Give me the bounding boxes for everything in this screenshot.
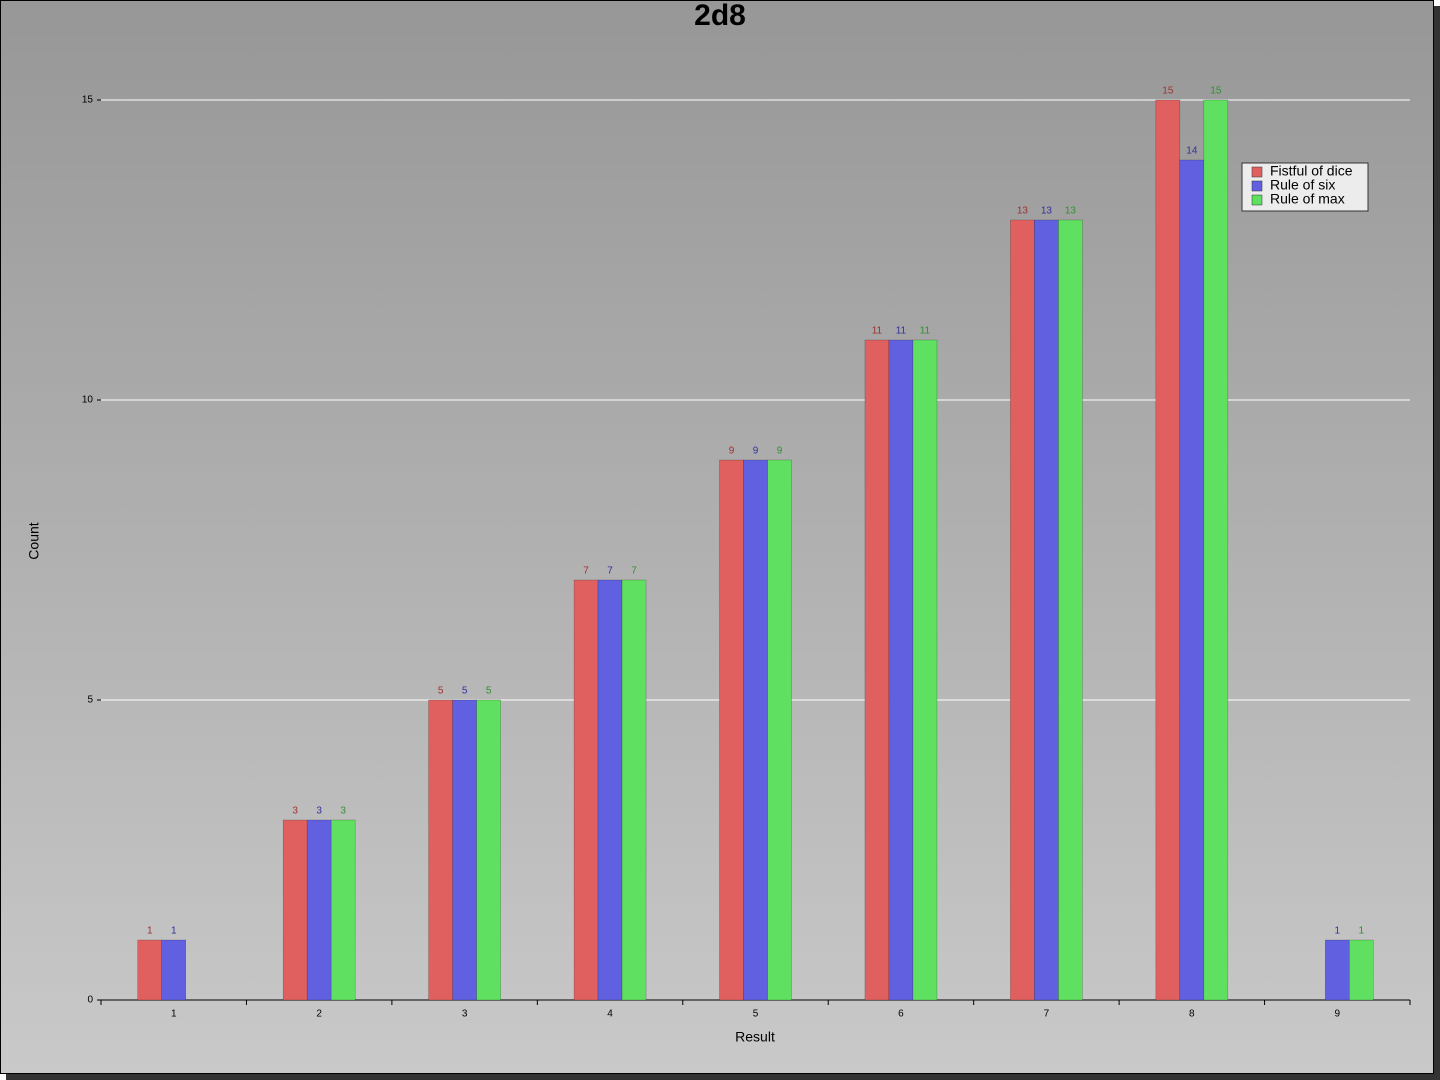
bar [719, 459, 744, 1001]
value-label: 5 [438, 686, 444, 697]
x-tick-label: 2 [316, 1009, 322, 1020]
bar [597, 579, 623, 1001]
bar [137, 939, 162, 1001]
bar [743, 459, 768, 1001]
bar [912, 339, 938, 1001]
chart-title: 2d8 [694, 0, 746, 32]
bar [1155, 99, 1181, 1001]
value-label: 1 [1334, 926, 1340, 937]
bar [1349, 939, 1374, 1001]
legend-swatch [1251, 194, 1263, 206]
value-label: 5 [462, 686, 468, 697]
bar [476, 699, 501, 1001]
value-label: 7 [583, 566, 589, 577]
legend-box [1241, 162, 1369, 212]
y-tick-label: 10 [82, 395, 94, 406]
bar [1034, 219, 1059, 1001]
x-tick-label: 8 [1189, 1009, 1195, 1020]
bar [864, 339, 890, 1001]
x-axis-label: Result [735, 1029, 775, 1045]
bar [306, 819, 332, 1001]
value-label: 13 [1041, 206, 1053, 217]
x-tick-label: 3 [462, 1009, 468, 1020]
bar [1179, 159, 1205, 1001]
value-label: 7 [607, 566, 613, 577]
y-tick-label: 0 [87, 995, 93, 1006]
y-tick-label: 5 [87, 695, 93, 706]
x-tick-label: 5 [753, 1009, 759, 1020]
bar [452, 699, 477, 1001]
value-label: 9 [777, 446, 783, 457]
legend-label: Rule of six [1270, 177, 1335, 193]
bar [282, 819, 308, 1001]
value-label: 15 [1162, 86, 1174, 97]
bar [428, 699, 453, 1001]
value-label: 11 [896, 326, 907, 337]
legend-label: Fistful of dice [1270, 163, 1353, 179]
legend-label: Rule of max [1270, 191, 1345, 207]
value-label: 9 [729, 446, 735, 457]
bar [1058, 219, 1083, 1001]
bar [1325, 939, 1350, 1001]
bar [161, 939, 186, 1001]
value-label: 3 [340, 806, 346, 817]
bar [621, 579, 647, 1001]
legend-swatch [1251, 166, 1263, 178]
value-label: 1 [147, 926, 153, 937]
x-tick-label: 9 [1334, 1009, 1340, 1020]
value-label: 14 [1186, 146, 1198, 157]
value-label: 7 [631, 566, 637, 577]
y-tick-label: 15 [82, 95, 94, 106]
x-tick-label: 1 [171, 1009, 177, 1020]
value-label: 13 [1017, 206, 1029, 217]
bar [330, 819, 356, 1001]
value-label: 3 [292, 806, 298, 817]
value-label: 13 [1065, 206, 1077, 217]
bar [1010, 219, 1035, 1001]
bar [767, 459, 792, 1001]
value-label: 3 [316, 806, 322, 817]
x-tick-label: 7 [1044, 1009, 1050, 1020]
value-label: 11 [920, 326, 931, 337]
value-label: 1 [171, 926, 177, 937]
value-label: 11 [872, 326, 883, 337]
y-axis-label: Count [26, 522, 42, 559]
bar [573, 579, 599, 1001]
value-label: 5 [486, 686, 492, 697]
bar [1203, 99, 1229, 1001]
bar [888, 339, 914, 1001]
value-label: 1 [1358, 926, 1364, 937]
value-label: 9 [753, 446, 759, 457]
x-tick-label: 6 [898, 1009, 904, 1020]
x-tick-label: 4 [607, 1009, 613, 1020]
legend-swatch [1251, 180, 1263, 192]
value-label: 15 [1210, 86, 1222, 97]
